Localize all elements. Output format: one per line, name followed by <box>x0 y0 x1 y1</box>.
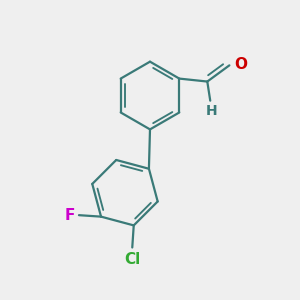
Text: O: O <box>235 57 248 72</box>
Text: Cl: Cl <box>124 252 140 267</box>
Text: F: F <box>65 208 75 223</box>
Text: H: H <box>206 104 218 118</box>
